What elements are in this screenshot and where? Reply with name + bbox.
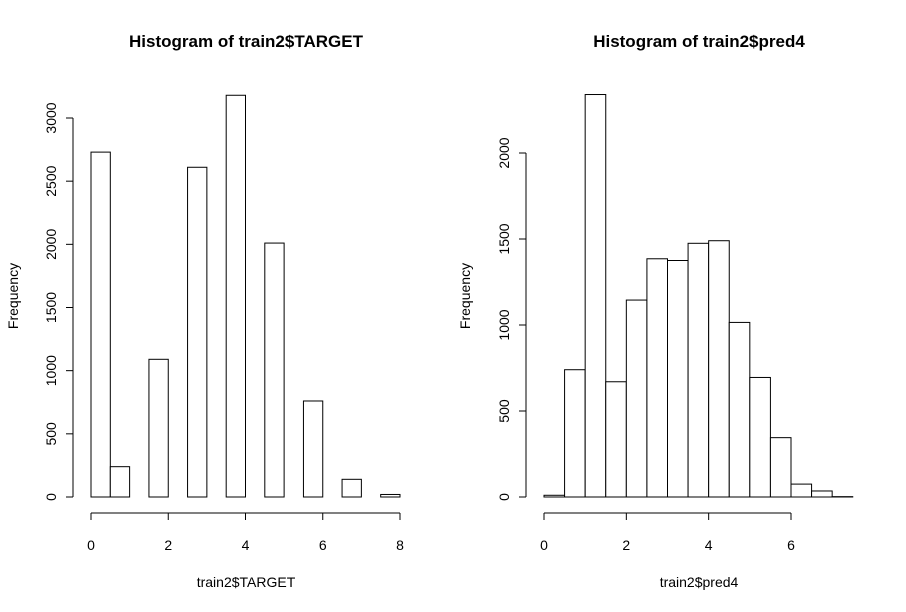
y-tick-label: 0	[43, 493, 59, 501]
y-tick-label: 1000	[43, 355, 59, 386]
y-axis-label-pred4: Frequency	[457, 263, 473, 329]
histogram-bar	[811, 490, 833, 498]
histogram-bar	[667, 260, 689, 498]
histogram-bar	[225, 94, 247, 498]
y-tick-label: 1500	[496, 223, 512, 254]
histogram-bar	[605, 381, 627, 498]
histogram-bar	[749, 376, 771, 498]
histogram-bar	[148, 358, 169, 498]
x-tick-label: 6	[319, 537, 327, 553]
histogram-bar	[728, 321, 751, 498]
y-tick-label: 2000	[496, 137, 512, 168]
y-tick-label: 2500	[43, 165, 59, 196]
histogram-bar	[543, 494, 566, 498]
y-tick-label: 1000	[496, 309, 512, 340]
histogram-bar	[646, 258, 668, 498]
x-tick-label: 4	[242, 537, 250, 553]
x-tick-label: 4	[705, 537, 713, 553]
x-axis-target: 0 2 4 6 8	[87, 512, 404, 553]
x-tick-label: 0	[540, 537, 548, 553]
histogram-bar	[380, 493, 401, 498]
y-tick-label: 3000	[43, 102, 59, 133]
bars-pred4	[543, 94, 854, 498]
histogram-bar	[564, 369, 586, 498]
histogram-bar	[769, 437, 792, 498]
x-axis-label-target: train2$TARGET	[197, 574, 296, 590]
y-axis-label-target: Frequency	[5, 263, 21, 329]
y-tick-label: 0	[496, 493, 512, 501]
chart-title-pred4: Histogram of train2$pred4	[593, 32, 805, 51]
histogram-target-panel: Histogram of train2$TARGET train2$TARGET…	[5, 32, 404, 590]
x-tick-label: 2	[622, 537, 630, 553]
bars-target	[90, 94, 401, 498]
y-axis-target: 0 500 1000 1500 2000 2500 3000	[43, 102, 74, 501]
histogram-bar	[90, 151, 111, 498]
histogram-bar	[341, 478, 362, 498]
histogram-bar	[584, 94, 607, 498]
chart-title-target: Histogram of train2$TARGET	[129, 32, 364, 51]
x-tick-label: 2	[164, 537, 172, 553]
histogram-pred4-panel: Histogram of train2$pred4 train2$pred4 F…	[457, 32, 854, 590]
histogram-bar	[625, 299, 648, 498]
histogram-bar	[790, 483, 813, 498]
histogram-bar	[687, 242, 710, 498]
x-axis-pred4: 0 2 4 6	[540, 512, 795, 553]
histogram-bar	[187, 166, 208, 498]
histogram-bar	[302, 400, 324, 498]
histogram-bar	[264, 242, 285, 498]
histogram-bar	[708, 240, 730, 498]
x-tick-label: 8	[396, 537, 404, 553]
y-axis-pred4: 0 500 1000 1500 2000	[496, 137, 527, 501]
y-tick-label: 500	[496, 399, 512, 423]
x-tick-label: 0	[87, 537, 95, 553]
y-tick-label: 1500	[43, 292, 59, 323]
x-tick-label: 6	[787, 537, 795, 553]
x-axis-label-pred4: train2$pred4	[660, 574, 739, 590]
y-tick-label: 2000	[43, 229, 59, 260]
y-tick-label: 500	[43, 422, 59, 446]
histogram-bar	[109, 466, 131, 498]
